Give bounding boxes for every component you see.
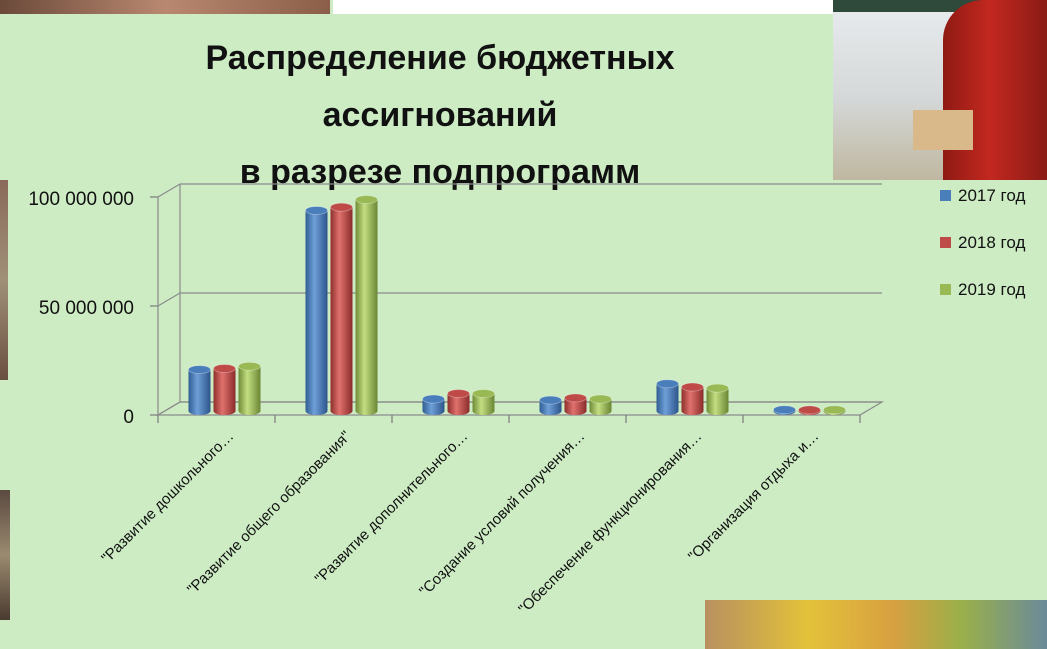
- top-white-strip: [333, 0, 833, 14]
- bar: [539, 400, 562, 415]
- bar: [472, 393, 495, 415]
- bar-top: [305, 206, 328, 215]
- bar-top: [238, 361, 261, 371]
- title-line-2: ассигнований: [322, 96, 558, 134]
- bar-top: [355, 195, 378, 204]
- top-left-photo: [0, 0, 330, 14]
- bar-top: [447, 389, 470, 398]
- y-tick-label: 100 000 000: [28, 189, 134, 210]
- bar-top: [589, 394, 612, 404]
- left-edge-photo: [0, 180, 8, 380]
- bar-top: [564, 393, 587, 403]
- legend-swatch: [940, 237, 951, 248]
- bar-top: [773, 405, 796, 415]
- bar: [447, 393, 470, 415]
- bar-top: [422, 394, 445, 404]
- legend-swatch: [940, 190, 951, 201]
- bar: [213, 368, 236, 415]
- bar-top: [823, 405, 846, 415]
- chart-title: Распределение бюджетных ассигнований в р…: [120, 30, 760, 201]
- y-tick-label: 0: [123, 407, 134, 428]
- bar-top: [539, 395, 562, 405]
- bar-top: [656, 379, 679, 389]
- chart-floor: [155, 401, 885, 416]
- bar-top: [681, 382, 704, 392]
- title-line-1: Распределение бюджетных: [205, 39, 675, 77]
- bar-top: [188, 365, 211, 374]
- top-right-photo: [833, 0, 1047, 180]
- bottom-right-photo: [705, 600, 1047, 649]
- y-tick-label: 50 000 000: [39, 298, 134, 319]
- legend-label: 2019 год: [958, 280, 1025, 299]
- bar: [564, 397, 587, 415]
- bar-top: [706, 383, 729, 393]
- left-edge-photo-bottom: [0, 490, 10, 620]
- bar-top: [213, 364, 236, 373]
- legend-label: 2017 год: [958, 186, 1025, 205]
- x-tick-label: "Развитие дошкольного…: [98, 428, 237, 567]
- bar-top: [798, 405, 821, 415]
- gridline-side: [157, 292, 181, 307]
- x-tick-label: "Организация отдыха и…: [685, 428, 822, 565]
- bar: [355, 199, 378, 415]
- gridline-side: [157, 183, 181, 198]
- bar: [330, 207, 353, 415]
- bar: [238, 366, 261, 415]
- title-line-3: в разрезе подпрограмм: [239, 153, 641, 191]
- bar: [656, 383, 679, 415]
- bar: [305, 210, 328, 415]
- bar: [188, 369, 211, 415]
- bar: [589, 399, 612, 415]
- legend-label: 2018 год: [958, 233, 1025, 252]
- legend-swatch: [940, 284, 951, 295]
- bar-top: [330, 202, 353, 212]
- bar: [706, 388, 729, 415]
- bar: [681, 387, 704, 415]
- bar: [422, 399, 445, 415]
- bar-top: [472, 389, 495, 398]
- x-tick-label: "Обеспечение функционирования…: [515, 428, 705, 618]
